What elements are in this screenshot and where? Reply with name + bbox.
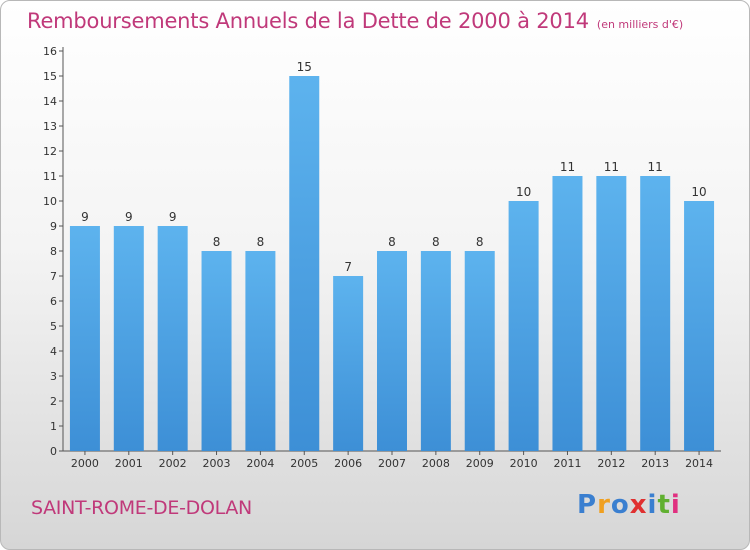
value-label: 11 [648, 160, 663, 174]
title-row: Remboursements Annuels de la Dette de 20… [27, 9, 683, 33]
y-tick-label: 4 [50, 345, 57, 358]
y-tick-label: 7 [50, 270, 57, 283]
value-label: 8 [476, 235, 484, 249]
y-tick-label: 2 [50, 395, 57, 408]
y-tick-label: 16 [43, 45, 57, 58]
value-label: 11 [604, 160, 619, 174]
y-tick-label: 0 [50, 445, 57, 458]
y-tick-label: 13 [43, 120, 57, 133]
bar-2014[interactable] [684, 201, 715, 451]
y-tick-label: 14 [43, 95, 57, 108]
value-label: 11 [560, 160, 575, 174]
x-tick-label: 2014 [685, 457, 713, 470]
commune-name: SAINT-ROME-DE-DOLAN [31, 497, 252, 519]
value-label: 8 [257, 235, 265, 249]
bar-2003[interactable] [201, 251, 232, 451]
x-tick-label: 2004 [246, 457, 274, 470]
bar-2010[interactable] [508, 201, 539, 451]
bar-2002[interactable] [157, 226, 188, 451]
value-label: 9 [125, 210, 133, 224]
bar-2001[interactable] [113, 226, 144, 451]
y-tick-label: 15 [43, 70, 57, 83]
y-tick-label: 8 [50, 245, 57, 258]
value-label: 10 [691, 185, 706, 199]
value-label: 8 [432, 235, 440, 249]
bar-2000[interactable] [69, 226, 100, 451]
y-tick-label: 1 [50, 420, 57, 433]
bar-2005[interactable] [289, 76, 320, 451]
bar-2013[interactable] [640, 176, 671, 451]
x-tick-label: 2008 [422, 457, 450, 470]
bar-2012[interactable] [596, 176, 627, 451]
x-tick-label: 2005 [290, 457, 318, 470]
bar-2004[interactable] [245, 251, 276, 451]
bar-2006[interactable] [333, 276, 364, 451]
logo-letter: r [597, 490, 611, 520]
value-label: 8 [213, 235, 221, 249]
bar-2008[interactable] [420, 251, 451, 451]
bar-2009[interactable] [464, 251, 495, 451]
x-tick-label: 2012 [597, 457, 625, 470]
y-tick-label: 10 [43, 195, 57, 208]
x-tick-label: 2000 [71, 457, 99, 470]
x-tick-label: 2007 [378, 457, 406, 470]
y-tick-label: 3 [50, 370, 57, 383]
x-tick-label: 2002 [159, 457, 187, 470]
value-label: 10 [516, 185, 531, 199]
logo-letter: i [670, 490, 681, 520]
logo-letter: x [629, 490, 648, 520]
proxiti-logo[interactable]: Proxiti [577, 490, 681, 520]
logo-letter: t [657, 490, 671, 520]
x-tick-label: 2013 [641, 457, 669, 470]
x-tick-label: 2001 [115, 457, 143, 470]
x-tick-label: 2006 [334, 457, 362, 470]
value-label: 15 [297, 60, 312, 74]
x-tick-label: 2010 [510, 457, 538, 470]
x-tick-label: 2003 [203, 457, 231, 470]
value-label: 9 [169, 210, 177, 224]
y-tick-label: 9 [50, 220, 57, 233]
x-tick-label: 2011 [553, 457, 581, 470]
y-tick-label: 11 [43, 170, 57, 183]
logo-letter: o [610, 490, 630, 520]
value-label: 7 [344, 260, 352, 274]
value-label: 9 [81, 210, 89, 224]
bar-2011[interactable] [552, 176, 583, 451]
value-label: 8 [388, 235, 396, 249]
logo-letter: P [577, 490, 598, 520]
chart-title: Remboursements Annuels de la Dette de 20… [27, 9, 589, 33]
logo-letter: i [647, 490, 658, 520]
chart-subtitle: (en milliers d'€) [596, 18, 684, 31]
y-tick-label: 5 [50, 320, 57, 333]
y-tick-label: 12 [43, 145, 57, 158]
y-tick-label: 6 [50, 295, 57, 308]
x-tick-label: 2009 [466, 457, 494, 470]
bar-2007[interactable] [377, 251, 407, 451]
